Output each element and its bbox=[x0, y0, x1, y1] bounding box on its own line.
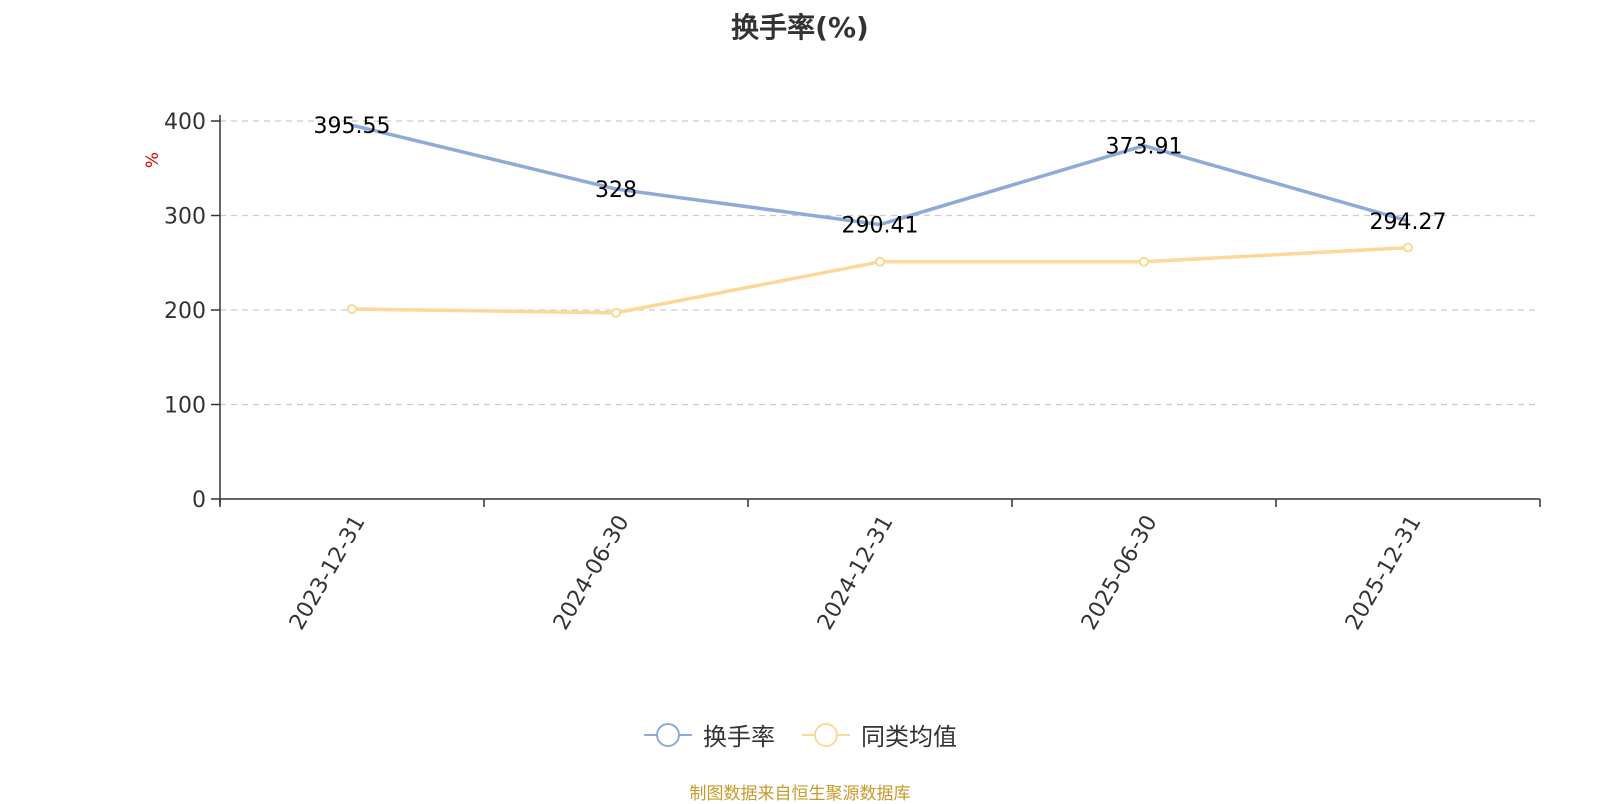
y-tick-label: 200 bbox=[164, 299, 206, 324]
series-group bbox=[347, 123, 1413, 318]
y-axis-label: % bbox=[143, 152, 163, 168]
data-labels: 395.55 328 290.41 373.91 294.27 bbox=[314, 114, 1447, 238]
y-tick-label: 0 bbox=[192, 488, 206, 513]
x-tick-label: 2023-12-31 bbox=[285, 511, 371, 634]
source-note: 制图数据来自恒生聚源数据库 bbox=[689, 784, 911, 804]
x-tick-label: 2024-06-30 bbox=[549, 511, 635, 634]
data-label: 290.41 bbox=[842, 214, 919, 239]
y-axis-ticks: 0 100 200 300 400 bbox=[164, 110, 220, 513]
data-label: 373.91 bbox=[1106, 135, 1183, 160]
legend-line-circle-icon bbox=[644, 722, 692, 747]
x-tick-label: 2024-12-31 bbox=[813, 511, 899, 634]
data-point[interactable] bbox=[347, 304, 357, 315]
y-tick-label: 400 bbox=[164, 110, 206, 135]
legend: 换手率 同类均值 bbox=[0, 717, 1600, 752]
legend-item-peer-average[interactable]: 同类均值 bbox=[801, 717, 957, 752]
data-point[interactable] bbox=[1403, 242, 1413, 253]
legend-label: 同类均值 bbox=[861, 723, 957, 751]
data-point[interactable] bbox=[1139, 256, 1149, 267]
y-tick-label: 300 bbox=[164, 205, 206, 230]
data-point[interactable] bbox=[611, 307, 621, 318]
legend-label: 换手率 bbox=[703, 723, 775, 751]
data-point[interactable] bbox=[875, 256, 885, 267]
x-axis-ticks: 2023-12-31 2024-06-30 2024-12-31 2025-06-30… bbox=[219, 499, 1541, 634]
legend-item-turnover[interactable]: 换手率 bbox=[643, 717, 775, 752]
data-label: 294.27 bbox=[1370, 210, 1447, 235]
data-label: 328 bbox=[595, 178, 637, 203]
legend-line-circle-icon bbox=[802, 722, 850, 747]
x-tick-label: 2025-12-31 bbox=[1341, 511, 1427, 634]
chart-title: 换手率(%) bbox=[731, 11, 869, 44]
x-tick-label: 2025-06-30 bbox=[1077, 511, 1163, 634]
data-label: 395.55 bbox=[314, 114, 391, 139]
y-tick-label: 100 bbox=[164, 394, 206, 419]
series-line bbox=[351, 123, 1409, 227]
